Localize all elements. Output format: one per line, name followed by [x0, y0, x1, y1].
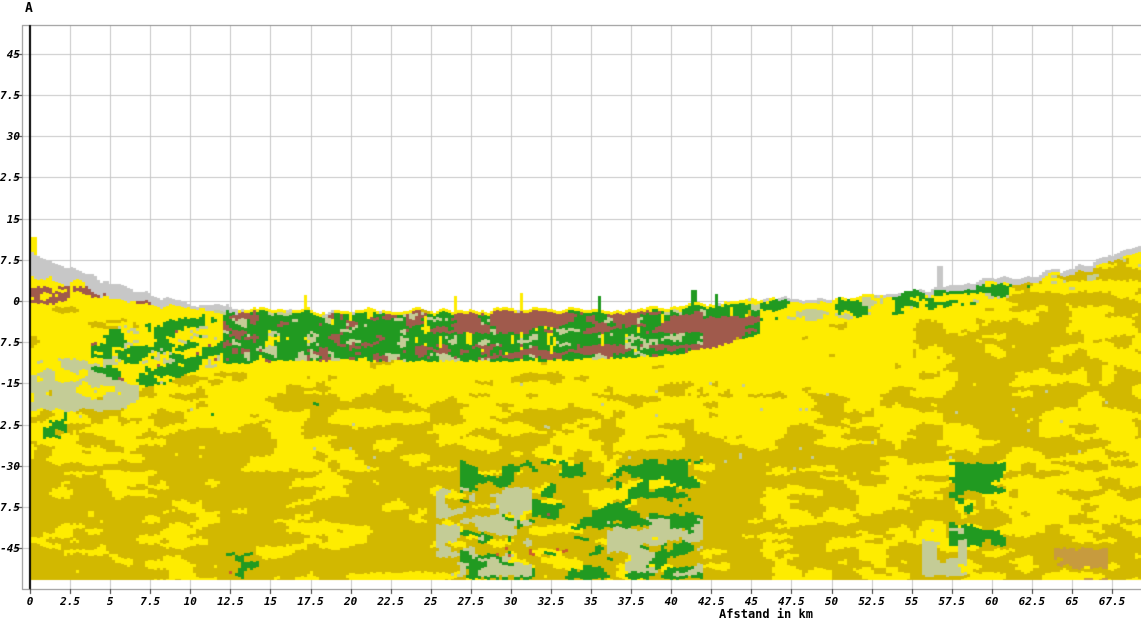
y-tick-label: -45 — [0, 542, 20, 556]
x-tick-label: 62.5 — [1018, 595, 1046, 608]
x-tick-label: 60 — [985, 595, 999, 608]
x-tick-label: 10 — [183, 595, 197, 608]
y-tick-label: -30 — [0, 459, 20, 473]
x-tick-label: 32.5 — [537, 595, 565, 608]
x-tick-label: 57.5 — [938, 595, 965, 608]
profile-start-label: A — [25, 1, 33, 16]
x-tick-label: 52.5 — [858, 595, 885, 608]
y-tick-label: 15 — [6, 212, 20, 226]
x-tick-label: 2.5 — [60, 595, 80, 608]
x-tick-label: 47.5 — [778, 595, 805, 608]
y-tick-label: 37.5 — [0, 88, 20, 102]
y-tick-label: 7.5 — [0, 253, 20, 267]
x-tick-label: 22.5 — [377, 595, 404, 608]
y-tick-label: -7.5 — [0, 336, 20, 350]
x-tick-label: 42.5 — [698, 595, 725, 608]
y-tick-label: 30 — [6, 130, 20, 144]
y-tick-label: 45 — [6, 47, 20, 61]
x-tick-label: 55 — [905, 595, 919, 608]
y-tick-label: -15 — [0, 377, 20, 391]
x-tick-label: 0 — [26, 595, 34, 608]
y-tick-label: 0 — [13, 295, 20, 308]
x-tick-label: 12.5 — [217, 595, 244, 608]
x-tick-label: 37.5 — [617, 595, 645, 608]
x-tick-label: 25 — [424, 595, 438, 608]
x-tick-label: 5 — [106, 595, 114, 608]
x-tick-label: 67.5 — [1098, 595, 1126, 608]
x-tick-label: 50 — [824, 595, 839, 608]
x-tick-label: 27.5 — [457, 595, 485, 608]
x-tick-label: 35 — [584, 595, 598, 608]
y-tick-label: -22.5 — [0, 418, 20, 432]
x-tick-label: 20 — [343, 595, 358, 608]
x-tick-label: 17.5 — [297, 595, 324, 608]
y-tick-label: -37.5 — [0, 501, 20, 515]
y-tick-label: 22.5 — [0, 171, 20, 185]
x-tick-label: 65 — [1065, 595, 1079, 608]
x-axis-title: Afstand in km — [719, 607, 813, 621]
x-tick-label: 7.5 — [140, 595, 161, 608]
x-tick-label: 30 — [504, 595, 518, 608]
x-tick-label: 45 — [744, 595, 758, 608]
x-tick-label: 15 — [263, 595, 278, 608]
x-tick-label: 40 — [664, 595, 678, 608]
